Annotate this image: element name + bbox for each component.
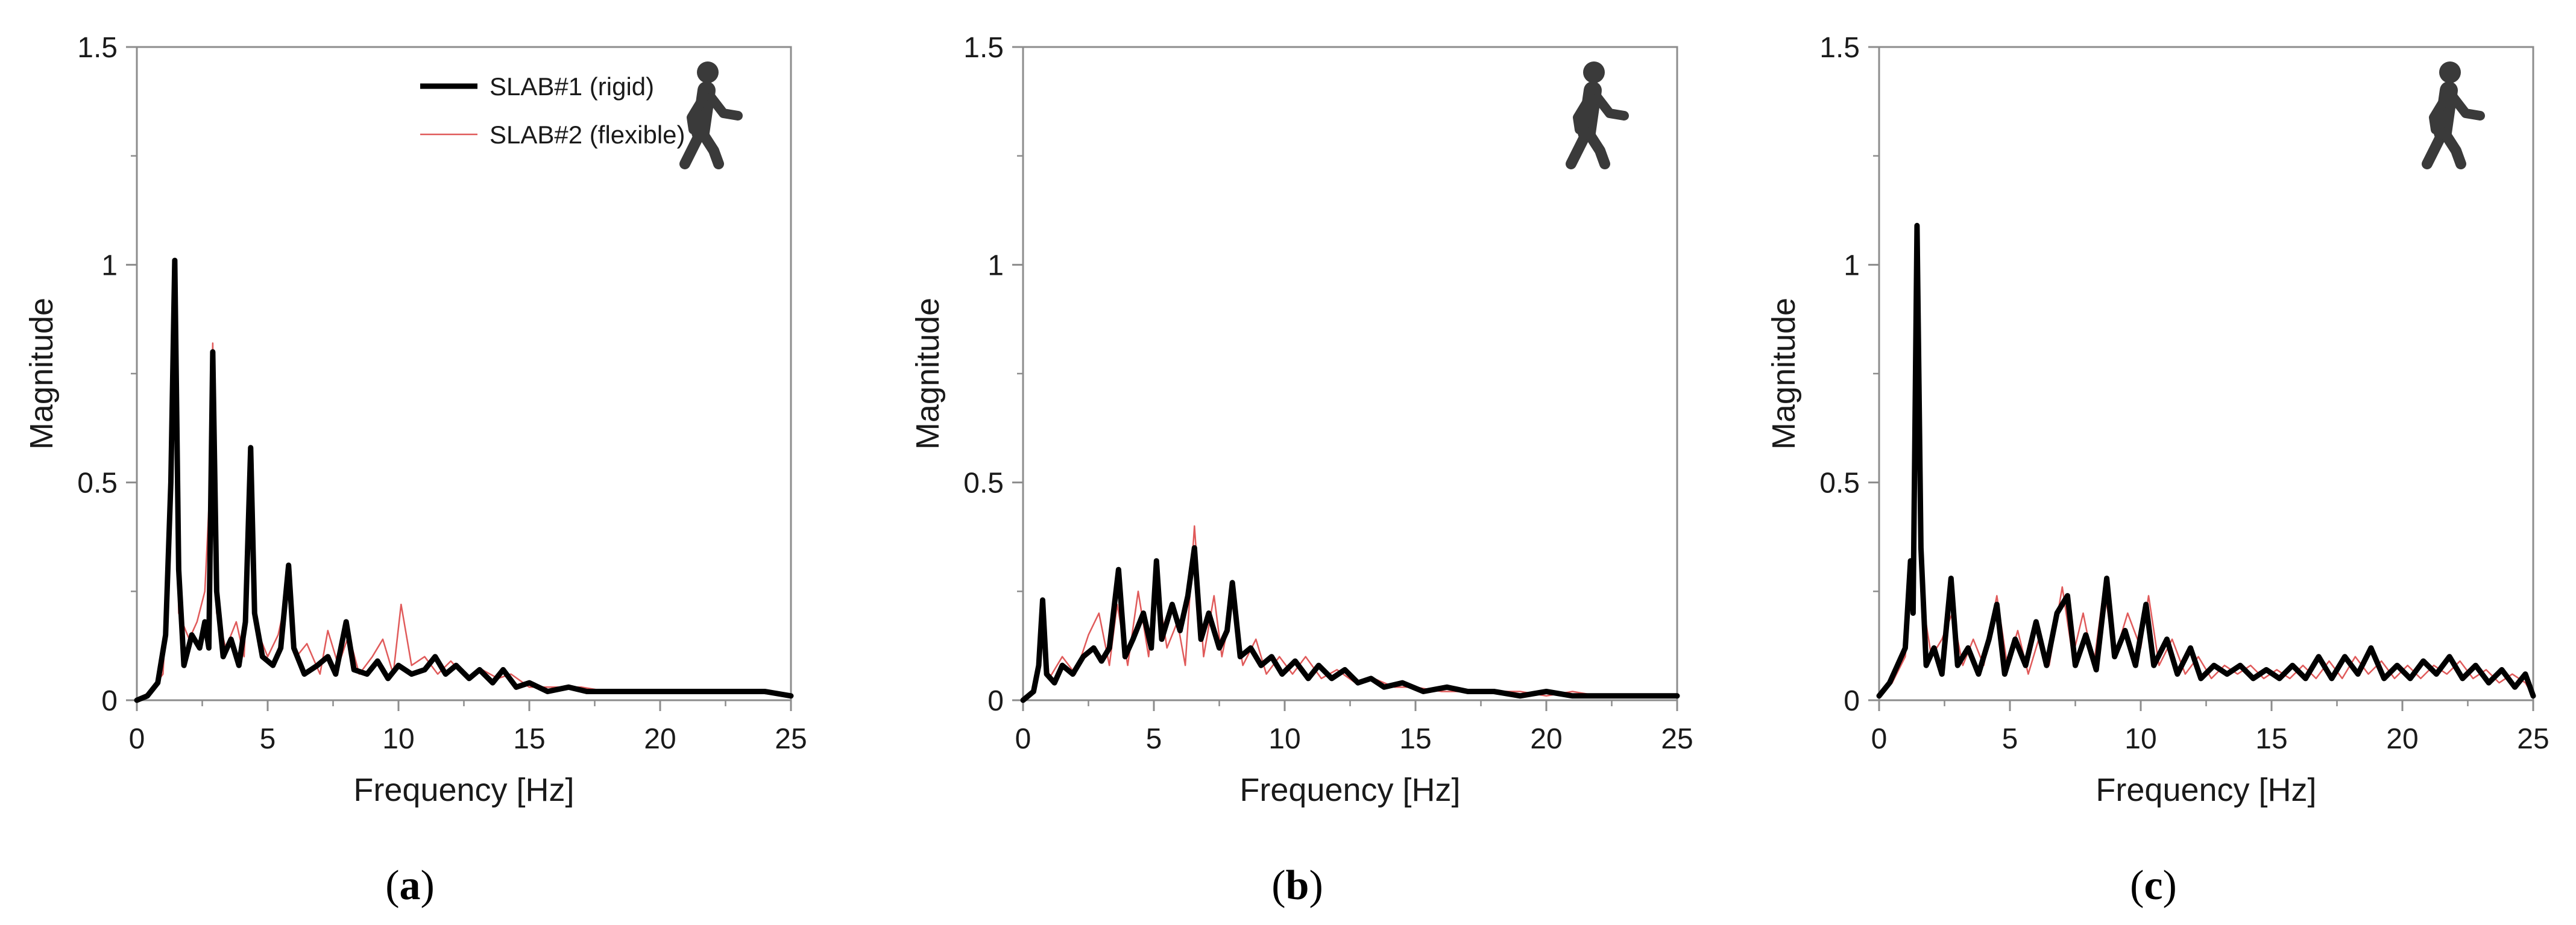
x-tick-label: 5 <box>2002 723 2018 755</box>
panel-caption-letter: a <box>400 862 421 909</box>
x-tick-label: 5 <box>260 723 276 755</box>
x-axis-label: Frequency [Hz] <box>1239 772 1460 808</box>
series-line-rigid <box>1020 545 1680 703</box>
y-axis-label: Magnitude <box>910 298 946 450</box>
chart-panel-a: 0 5 10 15 20 25 0 0.5 1 1.5 Frequency [Hz] Magnitud… <box>24 32 807 909</box>
y-tick-label: 1 <box>1844 249 1860 281</box>
panel-caption-letter: b <box>1286 862 1309 909</box>
y-axis-label: Magnitude <box>24 298 60 450</box>
y-axis-label: Magnitude <box>1766 298 1802 450</box>
x-axis-label: Frequency [Hz] <box>353 772 574 808</box>
x-tick-label: 20 <box>1530 723 1562 755</box>
x-axis-label: Frequency [Hz] <box>2096 772 2316 808</box>
x-tick-label: 0 <box>1015 723 1031 755</box>
walking-person-icon <box>2422 61 2485 169</box>
series-line-rigid <box>1876 222 2536 699</box>
legend-label: SLAB#2 (flexible) <box>490 121 685 149</box>
x-tick-label: 5 <box>1146 723 1162 755</box>
x-tick-label: 25 <box>1661 723 1693 755</box>
x-tick-label: 25 <box>775 723 807 755</box>
panel-caption: (c) <box>2130 862 2177 909</box>
y-tick-label: 1 <box>987 249 1004 281</box>
series-line-rigid <box>134 257 794 703</box>
x-tick-label: 15 <box>2255 723 2287 755</box>
panel-caption-letter: c <box>2144 862 2162 909</box>
y-tick-label: 0.5 <box>77 468 118 500</box>
chart-panel-b: 0 5 10 15 20 25 0 0.5 1 1.5 Frequency [Hz] Magnitud… <box>910 32 1693 909</box>
y-tick-label: 0 <box>987 685 1004 717</box>
x-tick-label: 25 <box>2517 723 2549 755</box>
x-tick-label: 10 <box>2124 723 2156 755</box>
x-tick-label: 15 <box>513 723 545 755</box>
legend: SLAB#1 (rigid) SLAB#2 (flexible) <box>420 72 685 149</box>
y-tick-label: 0 <box>1844 685 1860 717</box>
series-line-flexible <box>1878 329 2534 697</box>
y-tick-label: 1.5 <box>1819 32 1860 64</box>
y-tick-label: 1.5 <box>963 32 1004 64</box>
walking-person-icon <box>1566 61 1629 169</box>
x-tick-label: 20 <box>2386 723 2418 755</box>
y-tick-label: 0.5 <box>1819 468 1860 500</box>
y-tick-label: 0.5 <box>963 468 1004 500</box>
legend-label: SLAB#1 (rigid) <box>490 72 654 101</box>
y-tick-label: 1 <box>101 249 118 281</box>
y-tick-label: 0 <box>101 685 118 717</box>
panel-caption: (a) <box>385 862 435 909</box>
x-tick-label: 15 <box>1399 723 1431 755</box>
chart-panel-c: 0 5 10 15 20 25 0 0.5 1 1.5 Frequency [Hz] Magnitud… <box>1766 32 2549 909</box>
x-tick-label: 10 <box>382 723 414 755</box>
x-tick-label: 20 <box>644 723 676 755</box>
x-tick-label: 0 <box>129 723 145 755</box>
panel-caption: (b) <box>1271 862 1323 909</box>
x-tick-label: 10 <box>1268 723 1300 755</box>
x-tick-label: 0 <box>1871 723 1888 755</box>
y-tick-label: 1.5 <box>77 32 118 64</box>
walking-person-icon <box>679 61 743 169</box>
